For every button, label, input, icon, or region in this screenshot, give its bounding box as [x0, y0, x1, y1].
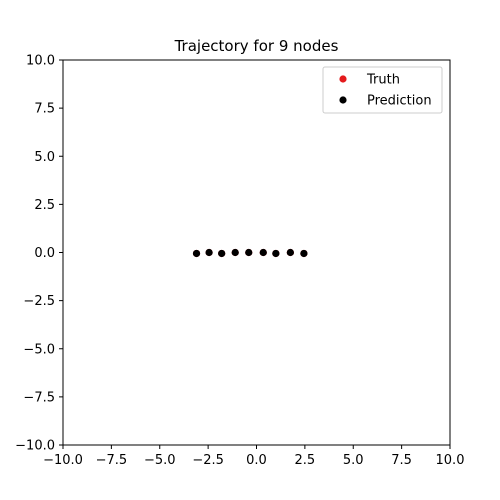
y-axis: −10.0 −7.5 −5.0 −2.5 0.0 2.5 5.0 7.5 10.0: [15, 54, 63, 454]
y-tick-label: 7.5: [34, 102, 55, 117]
y-tick-label: −7.5: [23, 390, 55, 405]
x-axis: −10.0 −7.5 −5.0 −2.5 0.0 2.5 5.0 7.5 10.0: [43, 445, 464, 468]
legend-label-truth: Truth: [366, 73, 400, 88]
prediction-point: [218, 249, 226, 258]
x-tick-label: −10.0: [43, 453, 83, 468]
plot-area: [62, 59, 451, 446]
x-tick-label: 5.0: [343, 453, 364, 468]
y-tick-label: 5.0: [34, 150, 55, 165]
y-tick-label: −5.0: [23, 342, 55, 357]
legend-label-prediction: Prediction: [367, 94, 432, 109]
legend-marker-truth: [339, 75, 347, 83]
x-tick-label: −2.5: [192, 453, 224, 468]
prediction-point: [192, 249, 201, 258]
legend-box: [322, 66, 443, 114]
prediction-point: [245, 248, 253, 257]
x-tick-label: 0.0: [246, 453, 267, 468]
x-tick-label: 10.0: [436, 453, 465, 468]
y-tick-label: −2.5: [23, 294, 55, 309]
x-tick-label: 7.5: [391, 453, 412, 468]
y-tick-label: 10.0: [26, 54, 55, 69]
axes: −10.0 −7.5 −5.0 −2.5 0.0 2.5 5.0 7.5 10.0 −10.0−…: [15, 54, 464, 469]
x-tick-label: −7.5: [96, 453, 128, 468]
prediction-point: [286, 248, 294, 257]
legend-marker-prediction: [339, 96, 347, 104]
prediction-point: [300, 249, 308, 258]
y-tick-label: 0.0: [34, 246, 55, 261]
prediction-point: [259, 248, 267, 257]
x-tick-label: 2.5: [295, 453, 316, 468]
x-tick-label: −5.0: [144, 453, 176, 468]
y-tick-label: −10.0: [15, 439, 55, 454]
legend: Truth Prediction: [322, 66, 443, 114]
chart-title: Trajectory for 9 nodes: [174, 37, 339, 55]
prediction-point: [272, 249, 280, 258]
y-tick-label: 2.5: [34, 198, 55, 213]
prediction-point: [205, 248, 213, 257]
data-points: [192, 248, 308, 258]
prediction-point: [231, 248, 239, 257]
